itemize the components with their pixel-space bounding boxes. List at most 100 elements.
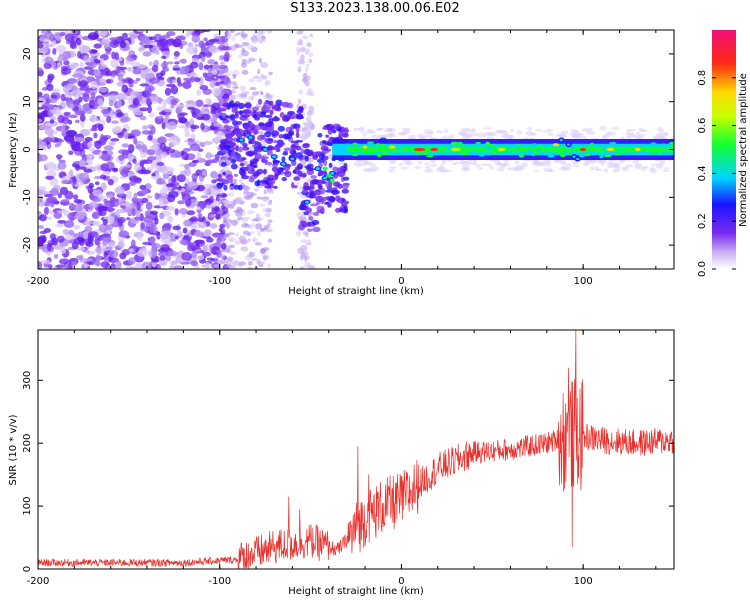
spectrogram-noise-blob [306,63,310,68]
spectrogram-noise-blob [176,174,186,183]
spectrogram-halo-blob [403,161,411,164]
spectrogram-noise-blob [232,81,238,87]
spectrogram-ridge-blob [471,150,478,154]
spectrogram-halo-blob [659,134,666,139]
spectrogram-ridge-blob [362,149,369,154]
spectrogram-signal-blob [250,166,255,172]
spectrogram-signal-blob [306,167,315,171]
spectrogram-y-tick-label: -20 [22,237,33,253]
spectrogram-noise-blob [98,78,107,84]
spectrogram-noise-blob [107,206,114,213]
spectrogram-noise-blob [183,167,192,177]
spectrogram-y-label: Frequency (Hz) [8,112,19,188]
spectrogram-noise-blob [227,70,232,76]
spectrogram-halo-blob [461,168,467,172]
spectrogram-noise-blob [144,183,152,190]
spectrogram-signal-core [323,176,328,180]
spectrogram-noise-blob [254,242,262,246]
spectrogram-halo-blob [604,168,609,173]
spectrogram-noise-blob [94,247,105,255]
spectrogram-ridge-blob [376,153,382,158]
spectrogram-noise-blob [53,253,59,260]
spectrogram-signal-blob [254,153,262,160]
spectrogram-halo-blob [423,132,434,135]
spectrogram-noise-blob [159,212,165,220]
spectrogram-noise-blob [162,44,169,51]
spectrogram-noise-blob [251,257,258,261]
spectrogram-noise-blob [124,96,131,101]
spectrogram-noise-blob [306,124,312,132]
snr-panel: -200 -100 0 100 0 100 200 300 Height of straigh… [8,329,675,597]
spectrogram-noise-blob [108,99,114,107]
spectrogram-noise-blob [265,211,271,218]
spectrogram-halo-blob [533,169,540,172]
spectrogram-noise-blob [205,51,212,59]
spectrogram-noise-blob [100,108,111,115]
spectrogram-noise-blob [46,242,52,252]
spectrogram-noise-blob [63,60,70,66]
spectrogram-halo-blob [627,128,637,132]
spectrogram-noise-blob [131,91,141,96]
spectrogram-noise-blob [226,264,234,268]
spectrogram-noise-blob [50,187,59,197]
spectrogram-signal-core [329,178,335,183]
spectrogram-ridge-blob [560,153,566,158]
spectrogram-noise-blob [116,112,125,117]
colorbar-tick-label: 0.2 [697,213,708,229]
spectrogram-noise-blob [150,160,160,169]
spectrogram-noise-blob [90,80,98,90]
spectrogram-signal-blob [259,179,266,184]
spectrogram-halo-blob [624,164,634,168]
spectrogram-ridge-blob [621,146,627,149]
spectrogram-halo-blob [507,135,515,140]
spectrogram-halo-blob [663,167,671,170]
spectrogram-noise-blob [195,30,206,34]
spectrogram-signal-blob [312,154,319,160]
spectrogram-noise-blob [198,62,204,71]
spectrogram-halo-blob [423,168,434,173]
spectrogram-signal-blob [337,183,344,189]
spectrogram-noise-blob [52,47,57,55]
spectrogram-noise-blob [40,259,51,264]
spectrogram-noise-blob [300,239,308,243]
spectrogram-noise-blob [57,115,65,124]
spectrogram-noise-blob [209,80,216,89]
spectrogram-halo-blob [459,129,468,133]
spectrogram-signal-blob [240,175,250,180]
spectrogram-noise-blob [73,199,82,204]
spectrogram-halo-blob [371,134,379,139]
spectrogram-noise-blob [82,231,90,240]
spectrogram-noise-blob [184,163,190,170]
spectrogram-noise-blob [45,161,57,171]
spectrogram-noise-blob [162,66,169,72]
spectrogram-halo-blob [436,130,443,134]
spectrogram-noise-blob [38,106,44,111]
spectrogram-signal-blob [315,151,322,157]
spectrogram-noise-blob [265,228,273,233]
spectrogram-noise-blob [181,151,189,161]
spectrogram-noise-blob [203,141,213,145]
spectrogram-signal-core [567,143,571,146]
spectrogram-noise-blob [194,239,205,244]
spectrogram-signal-blob [325,123,335,131]
spectrogram-signal-blob [227,177,233,184]
spectrogram-noise-blob [46,83,54,92]
spectrogram-signal-blob [322,140,327,144]
spectrogram-signal-blob [243,109,252,114]
spectrogram-signal-blob [264,114,273,118]
spectrogram-signal-blob [310,203,319,207]
spectrogram-noise-blob [157,136,167,145]
spectrogram-noise-blob [63,111,71,116]
spectrogram-noise-blob [47,75,53,84]
spectrogram-noise-blob [134,263,142,269]
spectrogram-signal-blob [217,173,223,179]
spectrogram-noise-blob [128,98,133,106]
spectrogram-noise-blob [222,166,231,171]
spectrogram-noise-blob [224,73,229,79]
spectrogram-signal-core [239,138,244,142]
spectrogram-noise-blob [157,252,168,257]
spectrogram-noise-blob [252,239,256,243]
spectrogram-noise-blob [151,64,159,73]
spectrogram-noise-blob [82,172,89,179]
spectrogram-signal-blob [216,182,223,189]
